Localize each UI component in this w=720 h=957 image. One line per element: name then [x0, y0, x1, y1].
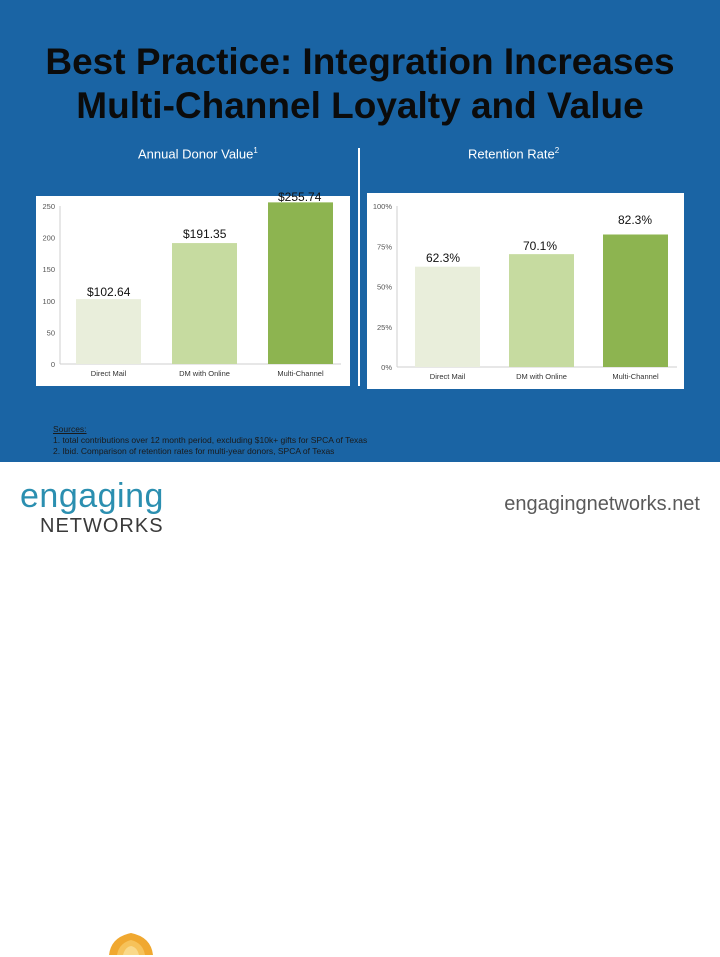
- source-item-2: 2. Ibid. Comparison of retention rates f…: [53, 446, 335, 456]
- retention-rate-heading: Retention Rate2: [468, 146, 559, 161]
- retention-bar: [603, 234, 668, 367]
- donor-value-category-label: Direct Mail: [91, 369, 127, 378]
- retention-ytick-label: 75%: [377, 242, 392, 251]
- data-label-direct-mail-retention: 62.3%: [426, 251, 461, 265]
- donor-value-category-label: Multi-Channel: [277, 369, 324, 378]
- donor-value-chart: 0 50 100 150 200 250 Direct Mail DM with Online…: [42, 202, 341, 378]
- donor-value-ytick-label: 150: [42, 265, 55, 274]
- footnote-ref-1: 1: [253, 146, 258, 155]
- data-label-multichannel-retention: 82.3%: [618, 213, 653, 227]
- logo-sun-icon: [109, 933, 153, 955]
- donor-value-ytick-label: 100: [42, 297, 55, 306]
- retention-ytick-label: 25%: [377, 323, 392, 332]
- annual-donor-value-label: Annual Donor Value: [138, 146, 254, 162]
- footnote-ref-2: 2: [554, 146, 560, 155]
- data-label-dm-online-value: $191.35: [183, 227, 227, 241]
- retention-ytick-label: 100%: [373, 202, 393, 211]
- annual-donor-value-heading: Annual Donor Value1: [138, 146, 258, 161]
- donor-value-bar: [76, 299, 141, 364]
- chart-divider: [358, 148, 360, 386]
- logo-wordmark: engaging: [20, 477, 164, 515]
- sources-heading: Sources:: [53, 424, 87, 434]
- donor-value-chart-panel: 0 50 100 150 200 250 Direct Mail DM with Online…: [36, 196, 350, 386]
- retention-rate-chart: 0% 25% 50% 75% 100% Direct Mail DM with Online…: [373, 202, 677, 381]
- logo-subtitle: NETWORKS: [40, 515, 164, 537]
- retention-category-label: DM with Online: [516, 372, 567, 381]
- website-url[interactable]: engagingnetworks.net: [504, 493, 700, 515]
- retention-ytick-label: 0%: [381, 363, 392, 372]
- retention-bar: [415, 266, 480, 367]
- donor-value-ytick-label: 0: [51, 360, 55, 369]
- donor-value-ytick-label: 50: [47, 328, 55, 337]
- title-line-2: Multi-Channel Loyalty and Value: [76, 85, 644, 126]
- slide-title: Best Practice: Integration Increases Mul…: [0, 40, 720, 128]
- retention-ytick-label: 50%: [377, 283, 392, 292]
- donor-value-bar: [268, 202, 333, 364]
- retention-rate-label: Retention Rate: [468, 146, 555, 162]
- retention-category-label: Direct Mail: [430, 372, 466, 381]
- sources-note: Sources: 1. total contributions over 12 …: [53, 424, 367, 457]
- title-line-1: Best Practice: Integration Increases: [45, 41, 675, 82]
- donor-value-ytick-label: 250: [42, 202, 55, 211]
- retention-category-label: Multi-Channel: [612, 372, 659, 381]
- donor-value-bar: [172, 243, 237, 364]
- data-label-dm-online-retention: 70.1%: [523, 239, 558, 253]
- data-label-multichannel-value: $255.74: [278, 190, 322, 204]
- source-item-1: 1. total contributions over 12 month per…: [53, 435, 368, 445]
- retention-bar: [509, 254, 574, 367]
- data-label-direct-mail-value: $102.64: [87, 285, 131, 299]
- donor-value-ytick-label: 200: [42, 234, 55, 243]
- retention-rate-chart-panel: 0% 25% 50% 75% 100% Direct Mail DM with Online…: [367, 193, 684, 389]
- donor-value-category-label: DM with Online: [179, 369, 230, 378]
